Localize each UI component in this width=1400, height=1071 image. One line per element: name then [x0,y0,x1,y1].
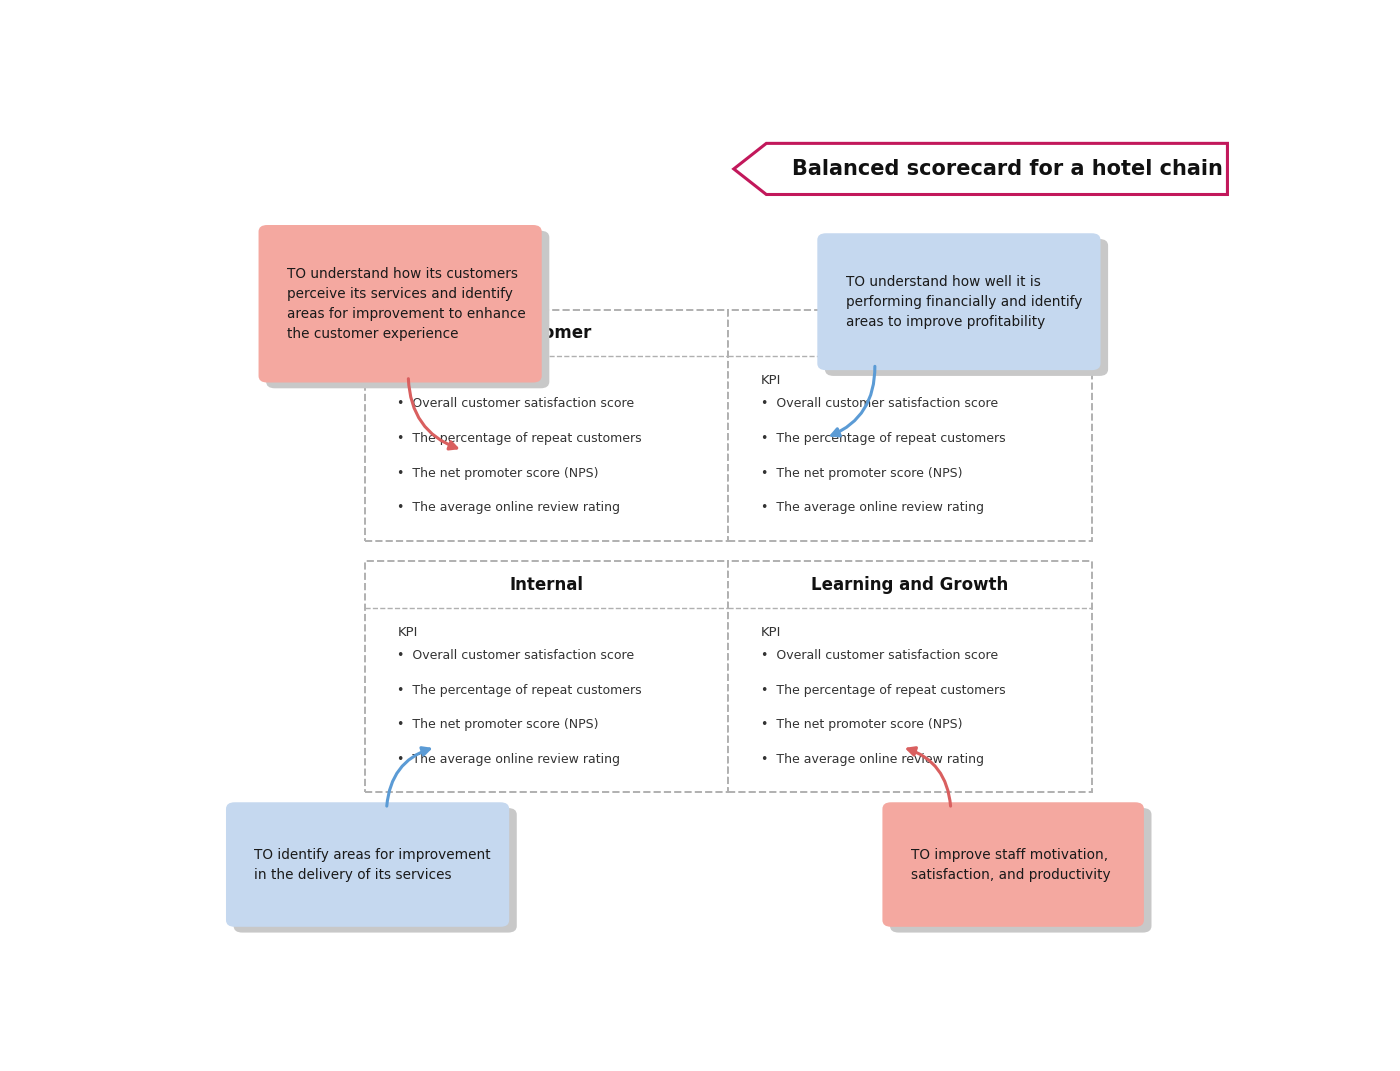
Text: •  The percentage of repeat customers: • The percentage of repeat customers [762,683,1005,696]
Text: TO understand how its customers
perceive its services and identify
areas for imp: TO understand how its customers perceive… [287,267,525,341]
Text: •  The percentage of repeat customers: • The percentage of repeat customers [398,432,643,444]
FancyBboxPatch shape [882,802,1144,926]
Text: KPI: KPI [762,625,781,638]
Polygon shape [734,144,1228,195]
Bar [365,561,728,793]
Text: Internal: Internal [510,575,584,593]
Text: •  Overall customer satisfaction score: • Overall customer satisfaction score [762,397,998,410]
Text: •  The percentage of repeat customers: • The percentage of repeat customers [762,432,1005,444]
Text: •  Overall customer satisfaction score: • Overall customer satisfaction score [398,649,634,662]
FancyBboxPatch shape [234,808,517,933]
Text: •  The average online review rating: • The average online review rating [398,501,620,514]
Bar [365,310,728,541]
Text: •  Overall customer satisfaction score: • Overall customer satisfaction score [762,649,998,662]
Text: •  The percentage of repeat customers: • The percentage of repeat customers [398,683,643,696]
FancyBboxPatch shape [225,802,510,926]
Text: TO understand how well it is
performing financially and identify
areas to improv: TO understand how well it is performing … [846,274,1082,329]
Text: TO improve staff motivation,
satisfaction, and productivity: TO improve staff motivation, satisfactio… [910,847,1110,881]
FancyBboxPatch shape [259,225,542,382]
Text: •  The net promoter score (NPS): • The net promoter score (NPS) [762,719,962,731]
FancyBboxPatch shape [818,233,1100,371]
Text: Financial: Financial [868,325,952,342]
FancyBboxPatch shape [825,239,1109,376]
Text: •  The average online review rating: • The average online review rating [762,501,984,514]
Text: •  The average online review rating: • The average online review rating [762,753,984,766]
Bar [728,561,1092,793]
Text: KPI: KPI [398,625,417,638]
Text: Customer: Customer [501,325,592,342]
Text: TO identify areas for improvement
in the delivery of its services: TO identify areas for improvement in the… [255,847,491,881]
Text: KPI: KPI [762,374,781,388]
Text: •  The net promoter score (NPS): • The net promoter score (NPS) [762,467,962,480]
Text: •  The net promoter score (NPS): • The net promoter score (NPS) [398,467,599,480]
Text: Learning and Growth: Learning and Growth [812,575,1009,593]
Bar [728,310,1092,541]
Text: •  The net promoter score (NPS): • The net promoter score (NPS) [398,719,599,731]
FancyBboxPatch shape [890,808,1151,933]
Text: Balanced scorecard for a hotel chain: Balanced scorecard for a hotel chain [792,159,1224,179]
Text: •  Overall customer satisfaction score: • Overall customer satisfaction score [398,397,634,410]
FancyBboxPatch shape [266,230,549,389]
Text: •  The average online review rating: • The average online review rating [398,753,620,766]
Text: KPI: KPI [398,374,417,388]
